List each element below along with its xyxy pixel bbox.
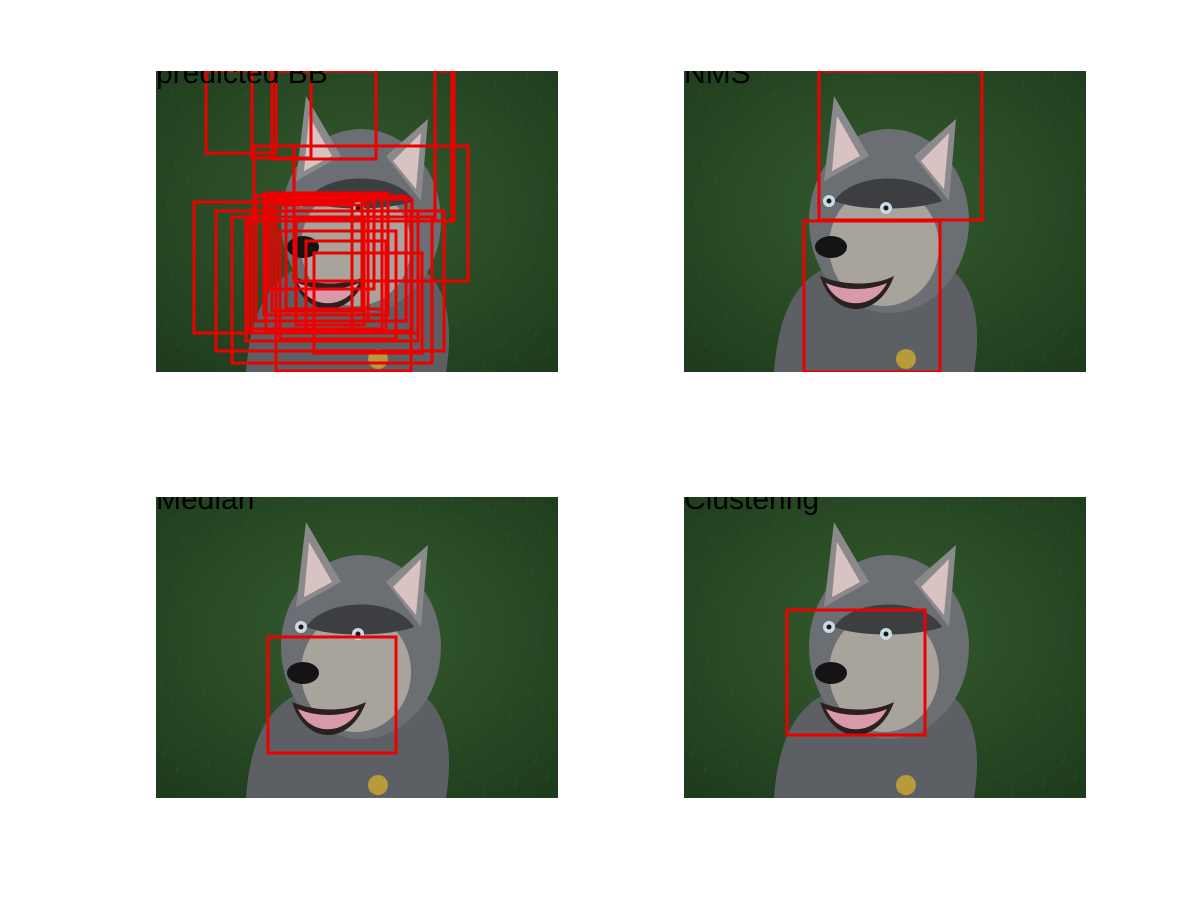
bounding-box <box>266 635 398 755</box>
bounding-box <box>274 203 370 323</box>
bounding-box-layer <box>802 71 984 372</box>
bounding-box <box>785 608 927 737</box>
bounding-box <box>817 71 984 222</box>
husky-photo <box>156 497 558 798</box>
bounding-box <box>450 71 456 223</box>
panel-title: NMS <box>684 71 751 90</box>
bounding-box <box>312 251 424 355</box>
bounding-box <box>278 229 398 341</box>
bounding-box <box>204 71 278 155</box>
panel-title: Median <box>156 497 255 516</box>
bounding-box-layer <box>192 71 470 372</box>
bounding-box <box>266 199 376 291</box>
panel-title: Clustering <box>684 497 820 516</box>
bounding-box <box>304 239 388 335</box>
subplot-predicted-bb: predicted BB <box>156 71 558 372</box>
subplot-median: Median <box>156 497 558 798</box>
subplot-clustering: Clustering <box>684 497 1086 798</box>
bounding-box-layer <box>785 608 927 737</box>
bounding-box-layer <box>266 635 398 755</box>
bounding-box <box>270 71 378 161</box>
bounding-box <box>802 219 942 372</box>
bounding-box <box>294 217 366 327</box>
subplot-nms: NMS <box>684 71 1086 372</box>
panel-title: predicted BB <box>156 71 328 90</box>
